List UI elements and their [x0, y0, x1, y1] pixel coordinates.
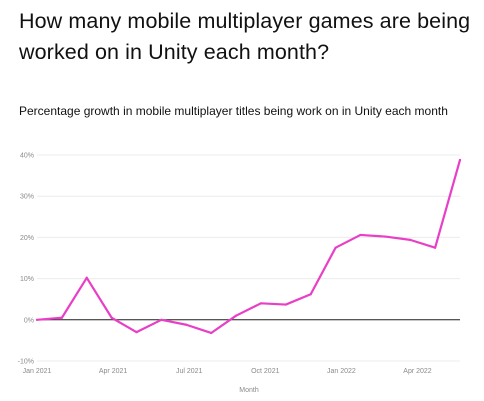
y-tick-label: -10% — [18, 359, 34, 366]
x-axis-title: Month — [239, 387, 259, 394]
y-axis-ticks: -10% 0% 10% 20% 30% 40% — [18, 153, 34, 366]
y-tick-label: 20% — [20, 235, 34, 242]
data-point — [259, 302, 263, 305]
page-headline: How many mobile multiplayer games are be… — [19, 9, 471, 64]
data-point — [359, 233, 362, 237]
data-point — [384, 235, 387, 238]
y-tick-label: 0% — [24, 317, 34, 324]
data-point — [110, 316, 113, 319]
data-point — [160, 318, 163, 321]
data-point — [458, 158, 462, 162]
data-point — [434, 246, 437, 249]
x-tick-label: Apr 2022 — [403, 368, 432, 375]
series-line — [35, 158, 462, 335]
data-point — [35, 318, 39, 321]
y-tick-label: 10% — [20, 276, 34, 283]
data-point — [284, 303, 287, 306]
gridlines — [37, 154, 460, 362]
data-point — [234, 314, 238, 317]
data-point — [210, 331, 213, 335]
series-points — [35, 158, 462, 335]
x-tick-label: Jan 2022 — [327, 368, 356, 375]
x-tick-label: Jan 2021 — [23, 368, 52, 375]
x-axis-ticks: Jan 2021 Apr 2021 Jul 2021 Oct 2021 Jan 2022… — [23, 368, 432, 375]
y-tick-label: 40% — [20, 153, 34, 160]
data-point — [85, 276, 88, 279]
data-point — [60, 316, 63, 319]
y-tick-label: 30% — [20, 194, 34, 201]
data-point — [309, 293, 312, 296]
x-tick-label: Jul 2021 — [176, 368, 203, 375]
chart-title: Percentage growth in mobile multiplayer … — [19, 104, 448, 118]
data-point — [334, 246, 337, 249]
data-point — [185, 323, 188, 326]
x-tick-label: Oct 2021 — [251, 368, 280, 375]
data-point — [409, 238, 412, 241]
data-point — [135, 331, 138, 334]
x-tick-label: Apr 2021 — [99, 368, 128, 375]
